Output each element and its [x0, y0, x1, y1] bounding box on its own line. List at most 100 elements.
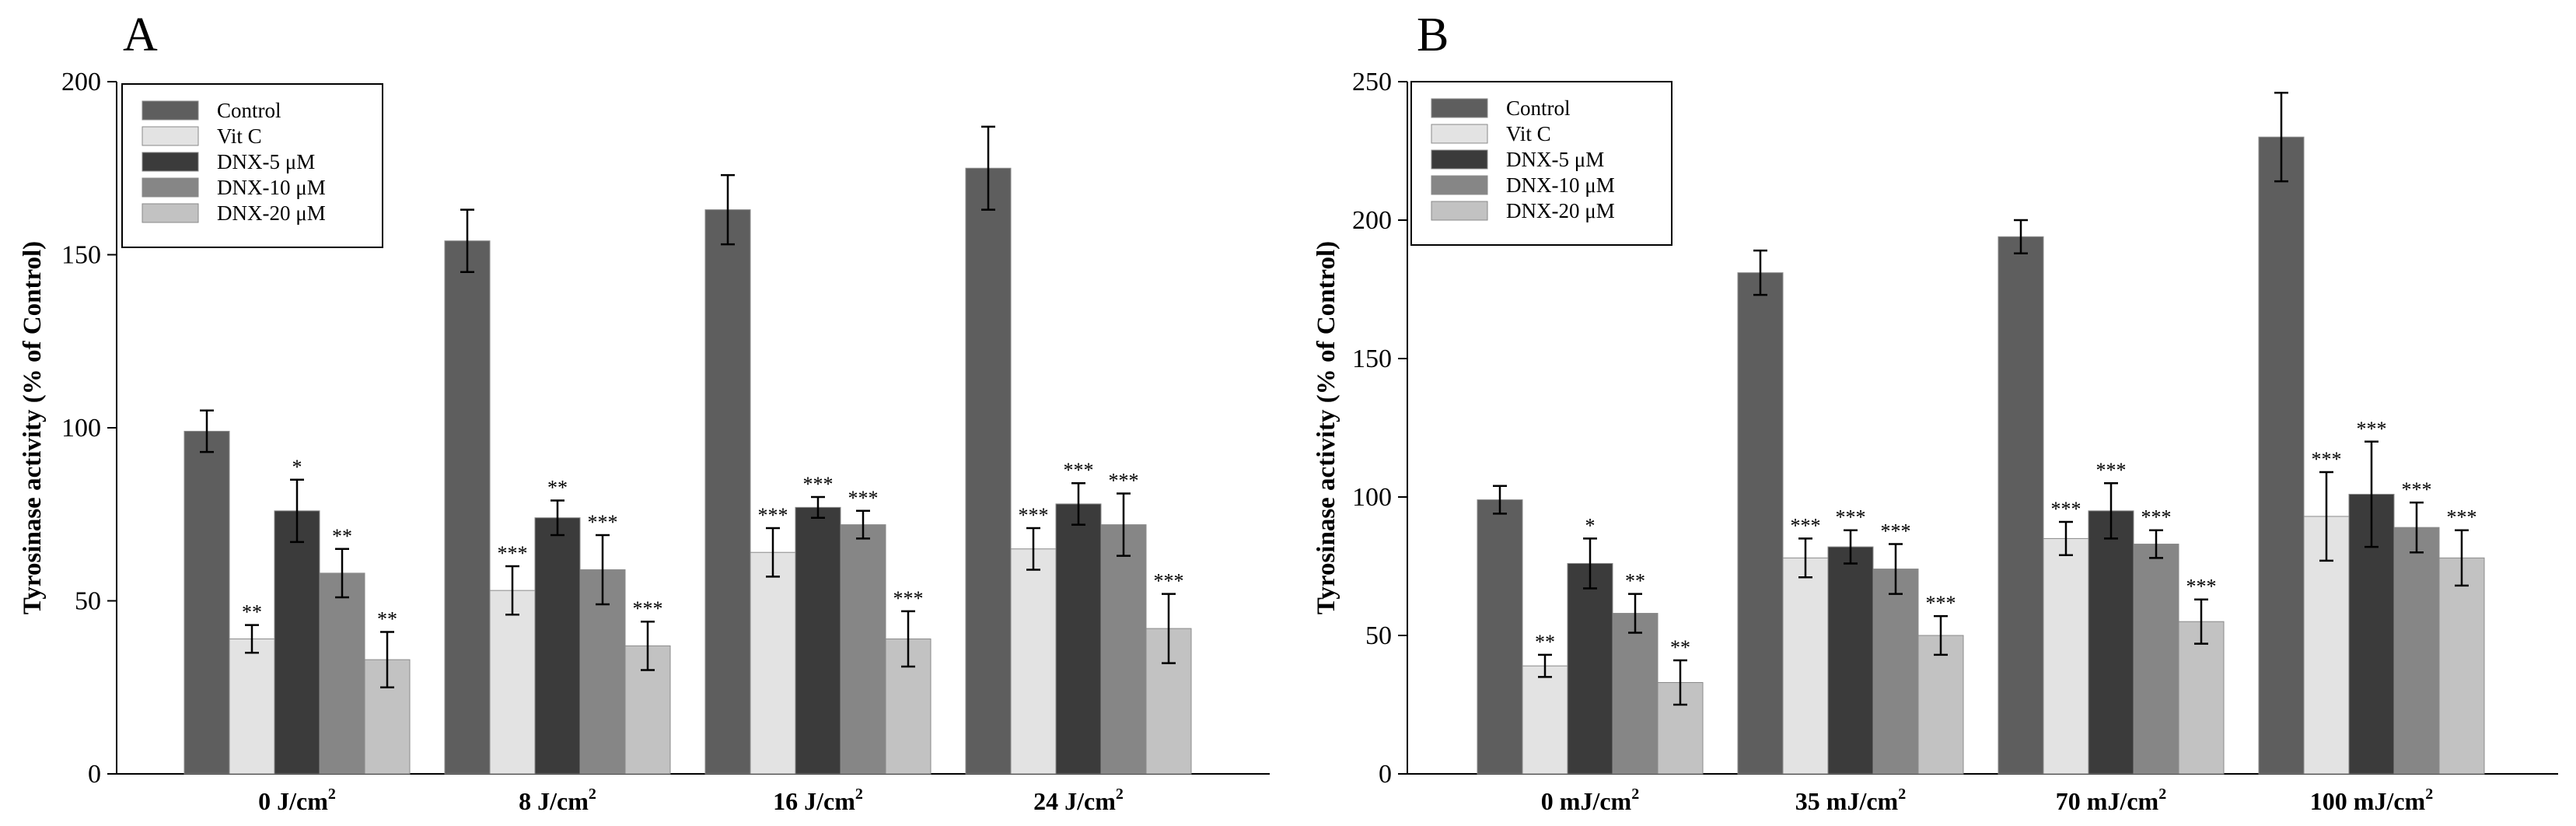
bar — [840, 524, 886, 775]
significance-label: *** — [1154, 570, 1184, 593]
bar — [489, 590, 536, 775]
significance-label: *** — [2096, 459, 2127, 481]
bar — [965, 167, 1012, 775]
significance-label: *** — [2357, 418, 2387, 440]
significance-label: ** — [547, 476, 568, 499]
bar — [2133, 544, 2179, 775]
significance-label: *** — [758, 504, 788, 527]
legend-swatch — [142, 126, 199, 146]
legend-swatch — [1431, 201, 1488, 221]
bar — [2348, 493, 2395, 775]
legend-entry: DNX-5 μM — [1506, 148, 1604, 171]
bar — [1612, 613, 1658, 775]
legend-entry: DNX-10 μM — [217, 176, 326, 199]
bar — [1998, 236, 2044, 775]
bar — [1010, 548, 1057, 775]
bar — [1100, 524, 1147, 775]
significance-label: ** — [332, 525, 352, 548]
bar — [2088, 510, 2134, 775]
bar — [2178, 621, 2225, 775]
bar — [1872, 569, 1919, 775]
legend-entry: DNX-10 μM — [1506, 173, 1615, 197]
x-tick-label: 0 J/cm2 — [258, 786, 336, 815]
bar — [1522, 665, 1568, 775]
significance-label: * — [292, 456, 302, 478]
y-tick-label: 100 — [61, 414, 101, 443]
x-tick-label-sup: 2 — [1116, 786, 1124, 803]
significance-label: *** — [2186, 576, 2217, 598]
bar — [750, 551, 796, 775]
x-tick-label-sup: 2 — [1631, 786, 1639, 803]
legend-entry: DNX-20 μM — [217, 201, 326, 225]
x-tick-label: 8 J/cm2 — [519, 786, 596, 815]
significance-label: ** — [1670, 636, 1690, 659]
significance-label: *** — [2312, 448, 2342, 471]
significance-label: *** — [893, 587, 924, 610]
significance-label: *** — [1791, 514, 1821, 537]
x-tick-label: 24 J/cm2 — [1033, 786, 1124, 815]
bar — [1737, 272, 1784, 775]
x-tick-label: 16 J/cm2 — [773, 786, 863, 815]
y-tick-label: 200 — [61, 68, 101, 96]
y-tick-label: 150 — [61, 241, 101, 270]
legend-swatch — [1431, 124, 1488, 144]
x-tick-label-sup: 2 — [328, 786, 336, 803]
y-tick-label: 200 — [1352, 206, 1392, 235]
bar — [1567, 562, 1613, 775]
x-tick-label-sup: 2 — [855, 786, 863, 803]
significance-label: *** — [1019, 504, 1049, 527]
significance-label: *** — [1109, 470, 1139, 492]
y-tick-label: 100 — [1352, 483, 1392, 512]
y-tick-label: 0 — [1379, 760, 1392, 789]
chart-panel-A: A 0 50 100 150 200 Tyrosinase activity (% of C… — [19, 9, 1270, 815]
bar — [1917, 635, 1964, 775]
y-tick-label: 250 — [1352, 68, 1392, 96]
bar — [2258, 136, 2305, 775]
bar — [1782, 557, 1829, 775]
legend-swatch — [1431, 175, 1488, 195]
significance-label: *** — [2402, 478, 2432, 501]
panel-letter: A — [123, 9, 158, 61]
legend-entry: Vit C — [217, 124, 262, 148]
significance-label: *** — [2141, 506, 2172, 529]
legend-swatch — [142, 203, 199, 223]
significance-label: *** — [1836, 506, 1866, 529]
significance-label: ** — [377, 608, 397, 631]
y-tick-label: 150 — [1352, 345, 1392, 373]
significance-label: *** — [803, 473, 834, 495]
legend-entry: Vit C — [1506, 122, 1551, 145]
bar — [444, 240, 491, 775]
legend-entry: DNX-20 μM — [1506, 199, 1615, 222]
x-tick-label-sup: 2 — [1898, 786, 1906, 803]
significance-label: ** — [242, 601, 262, 624]
x-tick-label-sup: 2 — [2158, 786, 2166, 803]
bar — [2043, 537, 2089, 775]
legend-entry: Control — [217, 99, 281, 122]
legend-swatch — [1431, 98, 1488, 118]
panel-letter: B — [1417, 9, 1449, 61]
x-tick-label-sup: 2 — [2425, 786, 2433, 803]
bar — [274, 510, 320, 775]
bar — [1827, 546, 1874, 775]
legend-swatch — [142, 152, 199, 172]
legend-swatch — [1431, 149, 1488, 170]
x-tick-label: 0 mJ/cm2 — [1541, 786, 1639, 815]
significance-label: *** — [1926, 592, 1956, 614]
x-tick-label: 70 mJ/cm2 — [2056, 786, 2166, 815]
significance-label: ** — [1625, 570, 1645, 593]
significance-label: *** — [2051, 498, 2081, 520]
x-tick-label: 100 mJ/cm2 — [2310, 786, 2433, 815]
y-tick-label: 0 — [88, 760, 101, 789]
legend-entry: DNX-5 μM — [217, 150, 315, 173]
bar — [319, 572, 365, 775]
legend-swatch — [142, 100, 199, 121]
significance-label: *** — [1881, 520, 1911, 543]
significance-label: *** — [848, 487, 879, 509]
chart-panel-B: B 0 50 100 150 200 250 Tyrosinase activity (% o… — [1312, 9, 2558, 815]
y-axis-label: Tyrosinase activity (% of Control) — [1312, 241, 1340, 614]
significance-label: *** — [588, 511, 618, 534]
bar — [184, 430, 230, 775]
significance-label: * — [1585, 514, 1596, 537]
legend-swatch — [142, 177, 199, 198]
